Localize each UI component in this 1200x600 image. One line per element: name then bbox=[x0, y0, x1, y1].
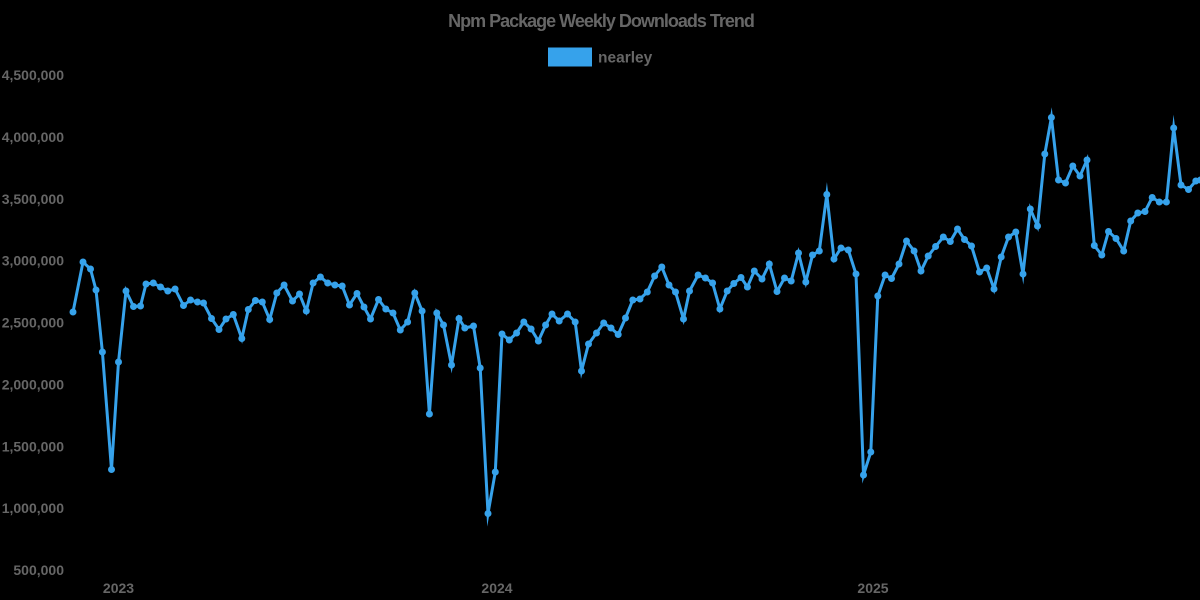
svg-text:2024: 2024 bbox=[481, 580, 512, 596]
svg-text:4,500,000: 4,500,000 bbox=[2, 67, 64, 83]
svg-text:Npm Package Weekly Downloads T: Npm Package Weekly Downloads Trend bbox=[448, 11, 754, 31]
svg-text:2023: 2023 bbox=[103, 580, 134, 596]
svg-text:2,500,000: 2,500,000 bbox=[2, 315, 64, 331]
svg-text:2025: 2025 bbox=[857, 580, 888, 596]
svg-text:4,000,000: 4,000,000 bbox=[2, 129, 64, 145]
svg-text:nearley: nearley bbox=[598, 50, 653, 67]
svg-text:2,000,000: 2,000,000 bbox=[2, 376, 64, 392]
svg-text:3,000,000: 3,000,000 bbox=[2, 253, 64, 269]
svg-text:500,000: 500,000 bbox=[13, 562, 64, 578]
svg-text:1,500,000: 1,500,000 bbox=[2, 438, 64, 454]
svg-text:3,500,000: 3,500,000 bbox=[2, 191, 64, 207]
svg-text:1,000,000: 1,000,000 bbox=[2, 500, 64, 516]
